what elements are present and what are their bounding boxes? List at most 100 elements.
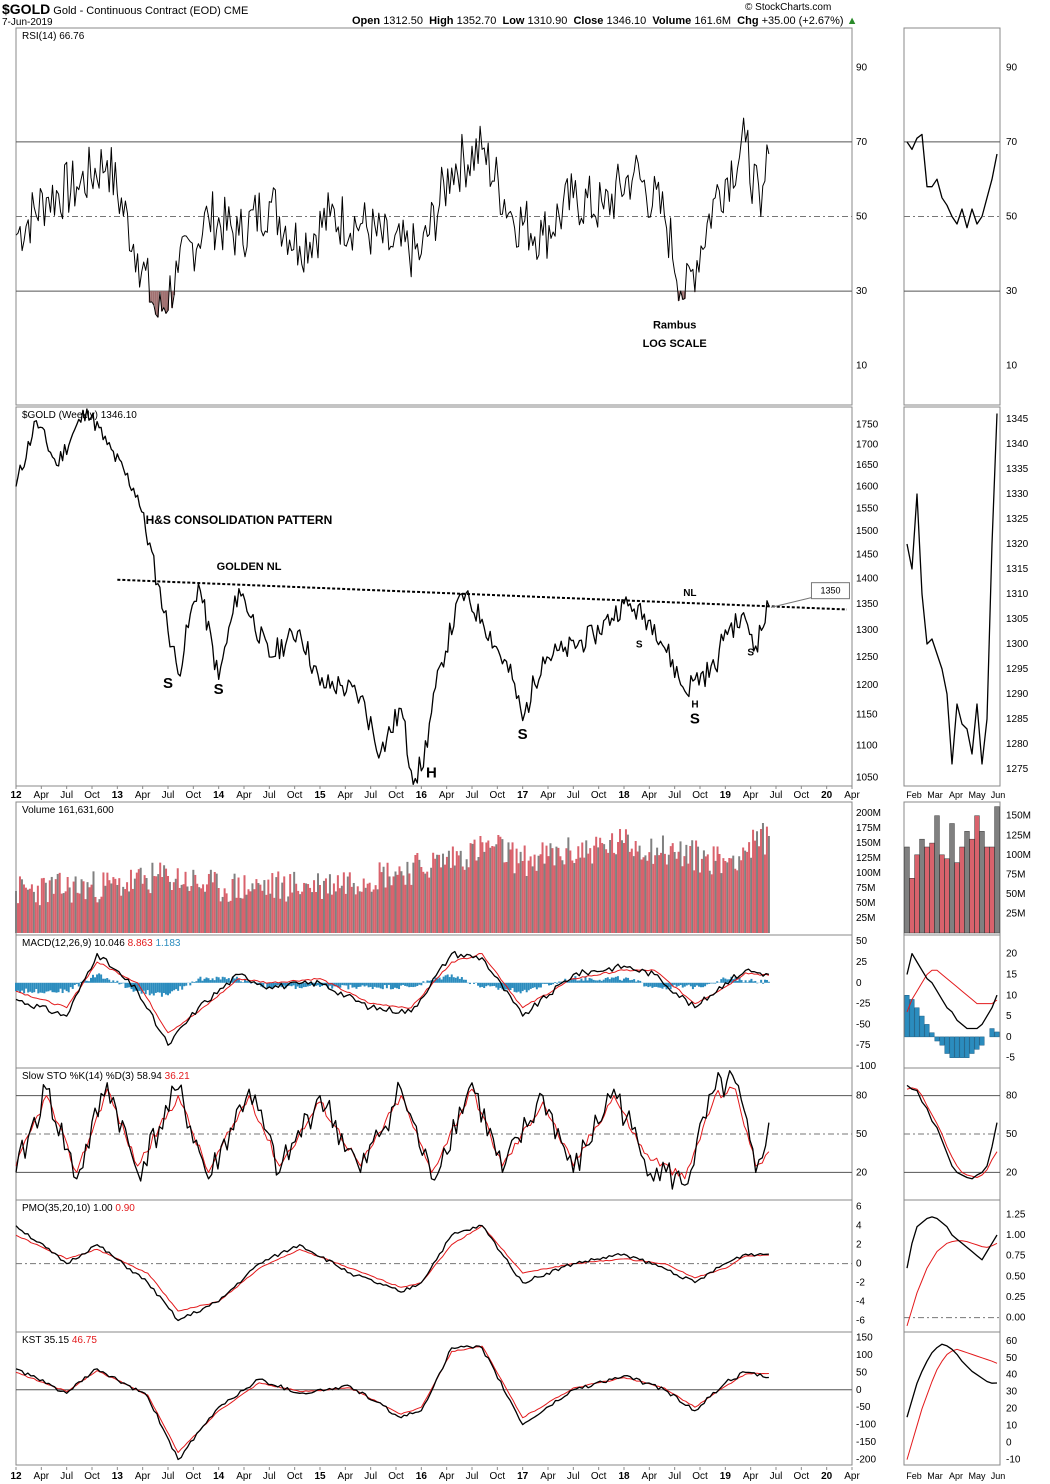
upper-axis-zoom-xtick-label: Mar <box>927 790 943 800</box>
price-ytick: 1500 <box>856 526 879 537</box>
lower-axis-xtick-label: Oct <box>794 1471 810 1482</box>
lower-axis-xtick-label: Jul <box>466 1471 479 1482</box>
macd-title: MACD(12,26,9) 10.046 8.863 1.183 <box>22 938 181 949</box>
zoom_pmo-pmo-line <box>906 1216 998 1269</box>
zoom_price-values-line <box>906 413 998 765</box>
callout-box <box>810 582 850 600</box>
kst-ytick: -50 <box>856 1402 871 1413</box>
zoom_price-ytick: 1345 <box>1006 414 1029 425</box>
lower-axis-zoom-xtick-label: Mar <box>927 1471 943 1481</box>
upper-axis-xtick-label: Jul <box>466 790 479 801</box>
kst-signal-line <box>15 1345 769 1453</box>
lower-axis-xtick-label: 15 <box>314 1471 326 1482</box>
zoom_sto-ytick: 80 <box>1006 1091 1018 1102</box>
lower-axis-xtick-label: Apr <box>338 1471 354 1482</box>
zoom_sto-ytick: 20 <box>1006 1167 1018 1178</box>
zoom_rsi-ytick: 50 <box>1006 212 1018 223</box>
pmo-ytick: 6 <box>856 1202 862 1213</box>
lower-axis-xtick-label: Oct <box>388 1471 404 1482</box>
price-ytick: 1350 <box>856 599 879 610</box>
symbol-name: Gold - Continuous Contract (EOD) <box>53 5 221 17</box>
zoom_macd-histogram-bar <box>944 1036 950 1054</box>
pattern-label-s: S <box>690 711 700 728</box>
pattern-label-s: S <box>163 675 173 692</box>
kst-ytick: -150 <box>856 1437 876 1448</box>
lower-axis-xtick-label: 18 <box>618 1471 630 1482</box>
zoom_price-ytick: 1315 <box>1006 564 1029 575</box>
callout-label: 1350 <box>820 586 840 596</box>
upper-axis-xtick-label: 15 <box>314 790 326 801</box>
lower-axis-xtick-label: Apr <box>34 1471 50 1482</box>
lower-axis-xtick-label: 19 <box>720 1471 732 1482</box>
macd-title-signal: 8.863 <box>128 938 156 949</box>
zoom_kst-ytick: 60 <box>1006 1336 1018 1347</box>
rsi-ytick: 70 <box>856 137 868 148</box>
price-ytick: 1550 <box>856 503 879 514</box>
price-ytick: 1300 <box>856 625 879 636</box>
zoom_rsi-ytick: 30 <box>1006 286 1018 297</box>
zoom_macd-ytick: 15 <box>1006 969 1018 980</box>
zoom_pmo-ytick: 1.25 <box>1006 1209 1026 1220</box>
macd-title-hist: 1.183 <box>155 938 180 949</box>
lower-axis-xtick-label: 14 <box>213 1471 225 1482</box>
lower-axis-xtick-label: 13 <box>112 1471 124 1482</box>
lower-axis-xtick-label: 16 <box>416 1471 428 1482</box>
zoom-volume-ytick: 25M <box>1006 908 1025 919</box>
upper-axis-xtick-label: Oct <box>794 790 810 801</box>
rsi-ytick: 10 <box>856 361 868 372</box>
upper-axis-zoom-xtick-label: Jun <box>991 790 1006 800</box>
zoom_sto-k-line <box>906 1084 998 1180</box>
zoom_price-ytick: 1325 <box>1006 514 1029 525</box>
ohlc-bar: Open 1312.50 High 1352.70 Low 1310.90 Cl… <box>352 15 858 27</box>
pattern-label-s: S <box>518 726 528 743</box>
pmo-ytick: -4 <box>856 1297 865 1308</box>
upper-axis-zoom-xtick-label: Apr <box>949 790 963 800</box>
kst-panel-frame <box>15 1331 853 1466</box>
golden-neckline <box>117 578 847 611</box>
zoom-volume-ytick: 75M <box>1006 869 1025 880</box>
low-value: 1310.90 <box>527 15 568 27</box>
open-label: Open <box>352 15 381 27</box>
zoom-volume-bar <box>984 846 990 934</box>
zoom_kst-ytick: 20 <box>1006 1404 1018 1415</box>
zoom-volume-bar <box>919 838 925 934</box>
zoom_macd-ytick: 10 <box>1006 990 1018 1001</box>
upper-axis-xtick-label: Oct <box>388 790 404 801</box>
zoom-volume-bar <box>914 854 920 934</box>
lower-axis-xtick-label: Apr <box>743 1471 759 1482</box>
pattern-label-s: S <box>214 681 224 698</box>
lower-axis-xtick-label: Jul <box>60 1471 73 1482</box>
zoom_pmo-signal-line <box>906 1240 998 1327</box>
macd-title-value: MACD(12,26,9) 10.046 <box>22 938 128 949</box>
golden-nl-label: GOLDEN NL <box>217 561 282 573</box>
upper-axis-xtick-label: Oct <box>591 790 607 801</box>
upper-axis-xtick-label: Oct <box>84 790 100 801</box>
zoom-volume-bar <box>939 854 945 934</box>
zoom-volume-bar <box>979 831 985 934</box>
upper-axis-xtick-label: Jul <box>668 790 681 801</box>
lower-axis-xtick-label: 12 <box>10 1471 22 1482</box>
zoom-volume-bar <box>949 823 955 934</box>
zoom_macd-ytick: 0 <box>1006 1032 1012 1043</box>
pattern-label-s: S <box>747 647 754 658</box>
zoom-volume-bar <box>989 846 995 934</box>
zoom_pmo-ytick: 0.00 <box>1006 1313 1026 1324</box>
upper-axis-xtick-label: 19 <box>720 790 732 801</box>
zoom_kst-ytick: 0 <box>1006 1438 1012 1449</box>
macd-ytick: 25 <box>856 957 868 968</box>
zoom-pmo-panel-frame <box>903 1199 1001 1333</box>
zoom_macd-histogram-bar <box>974 1036 980 1050</box>
sto-title-signal: 36.21 <box>165 1071 190 1082</box>
zoom-volume-bar <box>954 862 960 934</box>
zoom_macd-histogram-bar <box>994 1031 1000 1038</box>
zoom_macd-signal-line <box>906 969 998 1013</box>
sto-title: Slow STO %K(14) %D(3) 58.94 36.21 <box>22 1071 190 1082</box>
sto-title-value: Slow STO %K(14) %D(3) 58.94 <box>22 1071 165 1082</box>
macd-ytick: -50 <box>856 1019 871 1030</box>
zoom_price-ytick: 1305 <box>1006 614 1029 625</box>
chg-label: Chg <box>737 15 759 27</box>
price-ytick: 1250 <box>856 652 879 663</box>
zoom_price-ytick: 1300 <box>1006 639 1029 650</box>
rsi-ytick: 50 <box>856 212 868 223</box>
